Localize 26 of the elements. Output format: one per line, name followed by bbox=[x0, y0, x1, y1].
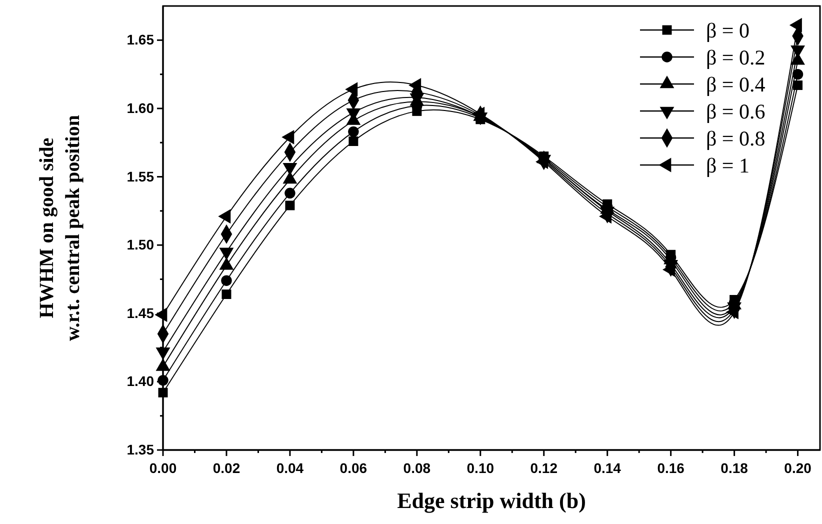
y-tick-label: 1.45 bbox=[126, 304, 154, 321]
y-tick-label: 1.55 bbox=[126, 168, 154, 184]
x-tick-label: 0.20 bbox=[784, 460, 812, 476]
legend-label: β = 0.2 bbox=[706, 45, 766, 70]
x-tick-label: 0.02 bbox=[212, 460, 240, 476]
x-tick-label: 0.12 bbox=[530, 460, 558, 476]
x-tick-label: 0.18 bbox=[720, 460, 748, 476]
legend-label: β = 0.6 bbox=[706, 99, 766, 124]
y-tick-label: 1.35 bbox=[126, 441, 154, 458]
x-tick-label: 0.00 bbox=[149, 460, 177, 476]
y-tick-label: 1.65 bbox=[126, 32, 154, 48]
y-tick-label: 1.60 bbox=[126, 100, 154, 116]
legend-label: β = 0.4 bbox=[706, 72, 766, 96]
x-tick-label: 0.08 bbox=[403, 460, 431, 476]
x-tick-label: 0.16 bbox=[657, 460, 685, 476]
x-tick-label: 0.10 bbox=[466, 460, 494, 476]
legend-label: β = 0.8 bbox=[706, 126, 766, 150]
y-tick-label: 1.50 bbox=[126, 236, 154, 253]
x-tick-label: 0.14 bbox=[594, 460, 622, 476]
legend-label: β = 0 bbox=[706, 18, 750, 42]
legend-label: β = 1 bbox=[706, 153, 750, 178]
y-axis-title: HWHM on good side w.r.t. central peak position bbox=[36, 115, 84, 341]
x-axis-title: Edge strip width (b) bbox=[397, 488, 586, 513]
x-tick-label: 0.06 bbox=[340, 460, 368, 476]
y-tick-label: 1.40 bbox=[126, 373, 154, 390]
x-tick-label: 0.04 bbox=[276, 460, 304, 476]
